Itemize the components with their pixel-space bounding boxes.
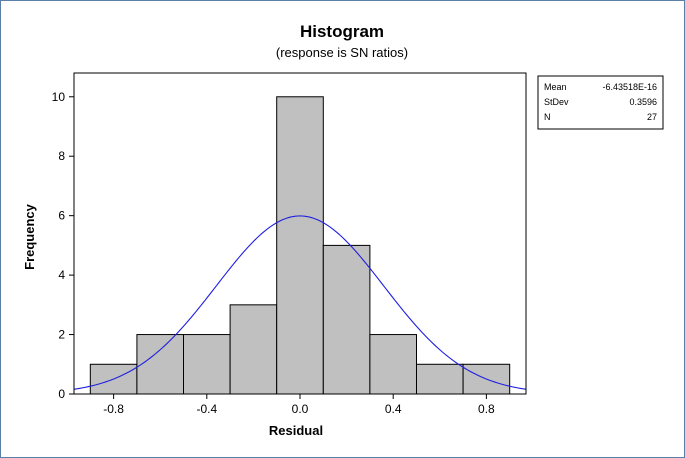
chart-title: Histogram — [300, 22, 384, 41]
histogram-bar — [229, 304, 278, 395]
x-tick-label: 0.4 — [385, 402, 402, 416]
y-tick-label: 0 — [58, 387, 65, 401]
y-tick-label: 2 — [58, 328, 65, 342]
plot-area: -0.8 -0.4 0.0 0.4 0.8 0 2 4 6 8 10 — [52, 72, 527, 416]
x-axis-label: Residual — [269, 423, 323, 438]
stats-value: -6.43518E-16 — [602, 82, 657, 92]
y-tick-label: 10 — [52, 90, 66, 104]
chart-subtitle: (response is SN ratios) — [276, 45, 408, 60]
histogram-bar — [183, 334, 231, 395]
x-tick-label: 0.0 — [292, 402, 309, 416]
stats-value: 27 — [647, 112, 657, 122]
histogram-bar — [322, 244, 371, 395]
stats-box: Mean -6.43518E-16 StDev 0.3596 N 27 — [537, 75, 664, 130]
histogram-bar — [415, 363, 464, 395]
x-tick-label: -0.4 — [196, 402, 217, 416]
histogram-bar — [276, 96, 324, 395]
y-tick-label: 6 — [58, 209, 65, 223]
y-axis-label: Frequency — [22, 203, 37, 270]
y-tick-label: 8 — [58, 149, 65, 163]
stats-label: N — [544, 112, 551, 122]
x-tick-label: -0.8 — [103, 402, 124, 416]
stats-label: Mean — [544, 82, 567, 92]
stats-value: 0.3596 — [629, 97, 657, 107]
histogram-bar — [136, 334, 185, 395]
normal-fit-curve — [73, 215, 527, 390]
stats-label: StDev — [544, 97, 569, 107]
stats-box-frame — [537, 75, 664, 130]
x-tick-label: 0.8 — [478, 402, 495, 416]
y-tick-label: 4 — [58, 268, 65, 282]
histogram-bar — [369, 334, 417, 395]
